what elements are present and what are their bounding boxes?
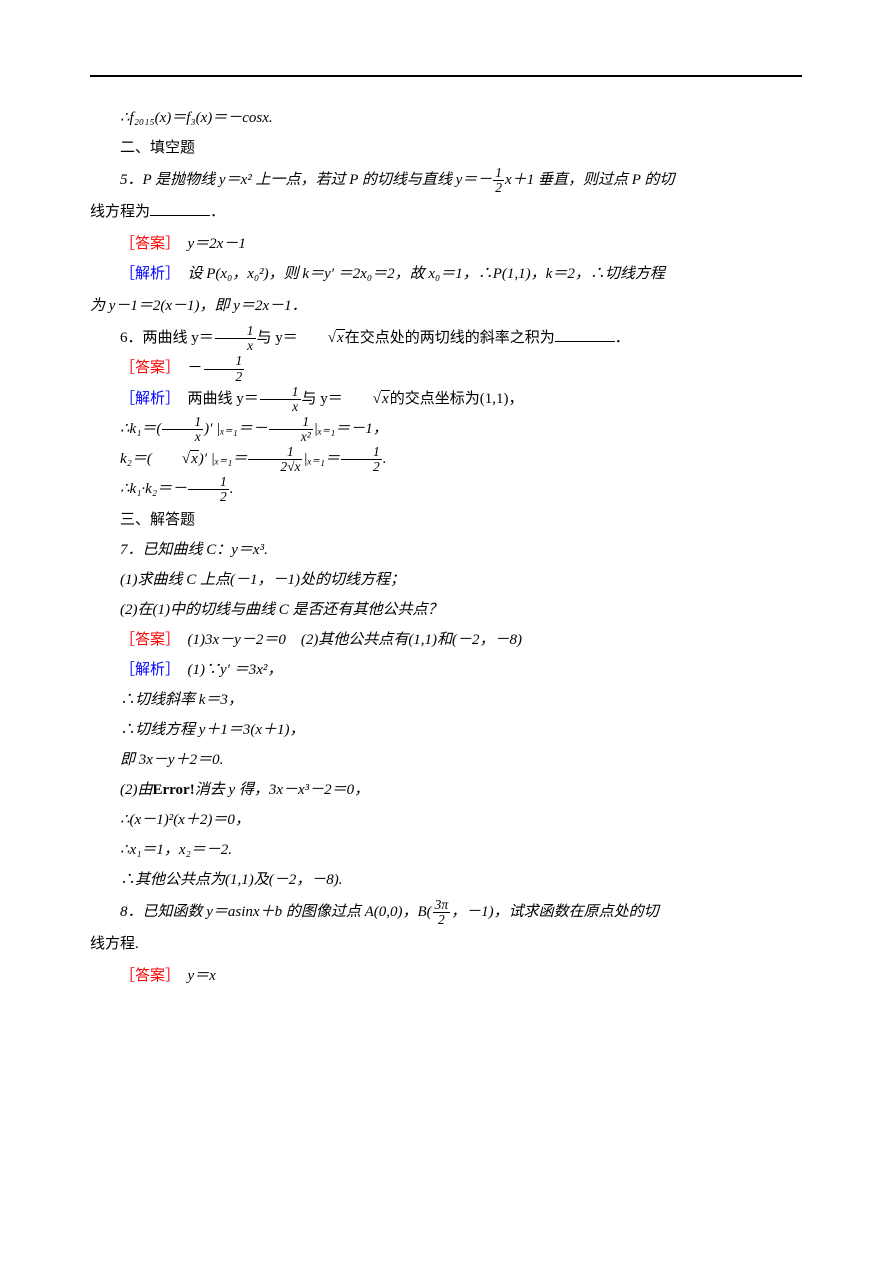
frac-1x: 1x [215, 324, 256, 353]
q7-part1: (1)求曲线 C 上点(－1，－1)处的切线方程； [90, 565, 802, 595]
frac-half-2: 12 [204, 354, 245, 383]
q7-analysis-6: ∴(x－1)²(x＋2)＝0， [90, 805, 802, 835]
frac-half-3: 12 [341, 445, 382, 474]
page-rule [90, 75, 802, 77]
answer-label: ［答案］ [120, 632, 173, 648]
q7-analysis-8: ∴其他公共点为(1,1)及(－2，－8). [90, 865, 802, 895]
q6-k2: k₂＝(x)′ |ₓ₌₁＝12√x|ₓ₌₁＝12. [90, 444, 802, 474]
section-fill-blank-title: 二、填空题 [90, 133, 802, 163]
line-f2015: ∴f₂₀₁₅(x)＝f₃(x)＝－cosx. [90, 103, 802, 133]
q7-stem: 7．已知曲线 C：y＝x³. [90, 535, 802, 565]
q7-analysis-3: ∴切线方程 y＋1＝3(x＋1)， [90, 715, 802, 745]
section-answer-title: 三、解答题 [90, 505, 802, 535]
q6-k1: ∴k₁＝(1x)′ |ₓ₌₁＝－1x²|ₓ₌₁＝－1， [90, 414, 802, 444]
q8-answer: ［答案］ y＝x [90, 961, 802, 991]
q7-analysis-7: ∴x₁＝1，x₂＝－2. [90, 835, 802, 865]
q6-answer: ［答案］ －12 [90, 353, 802, 383]
frac-1-2sqx: 12√x [248, 445, 302, 474]
q5-answer: ［答案］ y＝2x－1 [90, 229, 802, 259]
q8-stem: 8．已知函数 y＝asinx＋b 的图像过点 A(0,0)，B(3π2，－1)，… [90, 897, 802, 927]
analysis-label: ［解析］ [120, 662, 173, 678]
q5-analysis-1: ［解析］ 设 P(x₀，x₀²)，则 k＝y′ ＝2x₀＝2，故 x₀＝1，∴P… [90, 259, 802, 289]
blank-2 [555, 327, 615, 342]
frac-half: 12 [493, 166, 504, 195]
sqrt-x: x [298, 323, 345, 353]
q6-analysis-1: ［解析］ 两曲线 y＝1x与 y＝x的交点坐标为(1,1)， [90, 384, 802, 414]
analysis-label: ［解析］ [120, 266, 173, 282]
q6-product: ∴k₁·k₂＝－12. [90, 474, 802, 504]
q8-stem-2: 线方程. [90, 929, 802, 959]
frac-1x-2: 1x [260, 385, 301, 414]
q7-analysis-1: ［解析］ (1)∵y′ ＝3x²， [90, 655, 802, 685]
q5-analysis-2: 为 y－1＝2(x－1)，即 y＝2x－1． [90, 291, 802, 321]
q7-analysis-5: (2)由Error!消去 y 得，3x－x³－2＝0， [90, 775, 802, 805]
frac-1x2: 1x² [269, 415, 313, 444]
q5-stem-2: 线方程为． [90, 197, 802, 227]
q5-stem: 5．P 是抛物线 y＝x² 上一点，若过 P 的切线与直线 y＝－12x＋1 垂… [90, 165, 802, 195]
answer-label: ［答案］ [120, 968, 173, 984]
frac-1x-3: 1x [162, 415, 203, 444]
q7-part2: (2)在(1)中的切线与曲线 C 是否还有其他公共点？ [90, 595, 802, 625]
page-content: ∴f₂₀₁₅(x)＝f₃(x)＝－cosx. 二、填空题 5．P 是抛物线 y＝… [90, 103, 802, 991]
answer-label: ［答案］ [120, 236, 173, 252]
q7-answer: ［答案］ (1)3x－y－2＝0 (2)其他公共点有(1,1)和(－2，－8) [90, 625, 802, 655]
blank-1 [150, 201, 210, 216]
sqrt-x-2: x [343, 384, 390, 414]
sqrt-x-3: x [152, 444, 199, 474]
error-label: Error! [153, 782, 195, 798]
analysis-label: ［解析］ [120, 391, 173, 407]
q7-analysis-4: 即 3x－y＋2＝0. [90, 745, 802, 775]
q7-analysis-2: ∴切线斜率 k＝3， [90, 685, 802, 715]
q6-stem: 6．两曲线 y＝1x与 y＝x在交点处的两切线的斜率之积为． [90, 323, 802, 353]
answer-label: ［答案］ [120, 360, 173, 376]
frac-3pi2: 3π2 [433, 898, 451, 927]
frac-half-4: 12 [188, 475, 229, 504]
